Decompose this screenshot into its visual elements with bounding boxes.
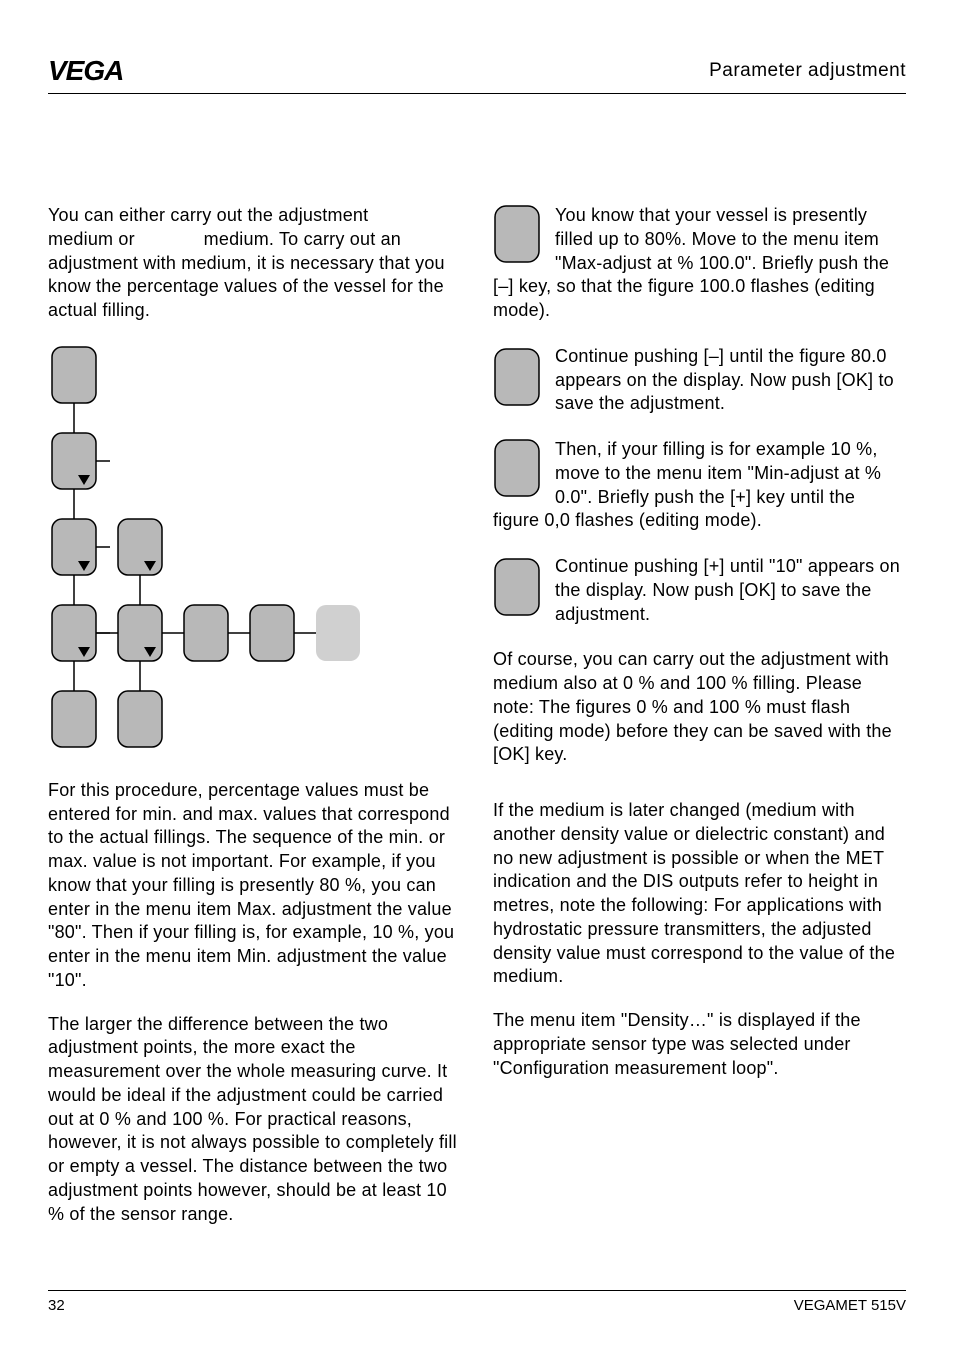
text: without [140,229,198,249]
intro-paragraph: You can either carry out the adjustment … [48,204,461,323]
tree-svg [48,343,382,753]
left-column: You can either carry out the adjustment … [48,204,461,1246]
procedure-paragraph: For this procedure, percentage values mu… [48,779,461,993]
content-columns: You can either carry out the adjustment … [48,204,906,1246]
step-1: You know that your vessel is presently f… [493,204,906,323]
step-2: Continue pushing [–] until the figure 80… [493,345,906,416]
menu-tree-diagram [48,343,461,753]
brand-logo: VEGA [48,55,123,87]
step-text: You know that your vessel is presently f… [493,205,889,320]
section-title: Parameter adjustment [709,60,906,82]
density-menu-paragraph: The menu item "Density…" is displayed if… [493,1009,906,1080]
document-id: VEGAMET 515V [794,1297,906,1314]
text: You can either carry out the adjustment [48,205,374,225]
key-icon [493,438,541,505]
key-icon [493,557,541,626]
text: medium or [48,229,140,249]
key-icon [493,347,541,416]
page-header: VEGA Parameter adjustment [48,55,906,94]
step-text: Then, if your filling is for example 10 … [493,439,881,530]
note-paragraph-2: Of course, you can carry out the adjustm… [493,648,906,767]
step-text: Continue pushing [–] until the figure 80… [555,345,906,416]
text: with [374,205,407,225]
step-4: Continue pushing [+] until "10" appears … [493,555,906,626]
key-icon [493,204,541,271]
page-footer: 32 VEGAMET 515V [48,1290,906,1314]
step-3: Then, if your filling is for example 10 … [493,438,906,533]
page-number: 32 [48,1297,65,1314]
step-text: Continue pushing [+] until "10" appears … [555,555,906,626]
density-paragraph: If the medium is later changed (medium w… [493,799,906,989]
right-column: You know that your vessel is presently f… [493,204,906,1246]
note-paragraph: The larger the difference between the tw… [48,1013,461,1227]
